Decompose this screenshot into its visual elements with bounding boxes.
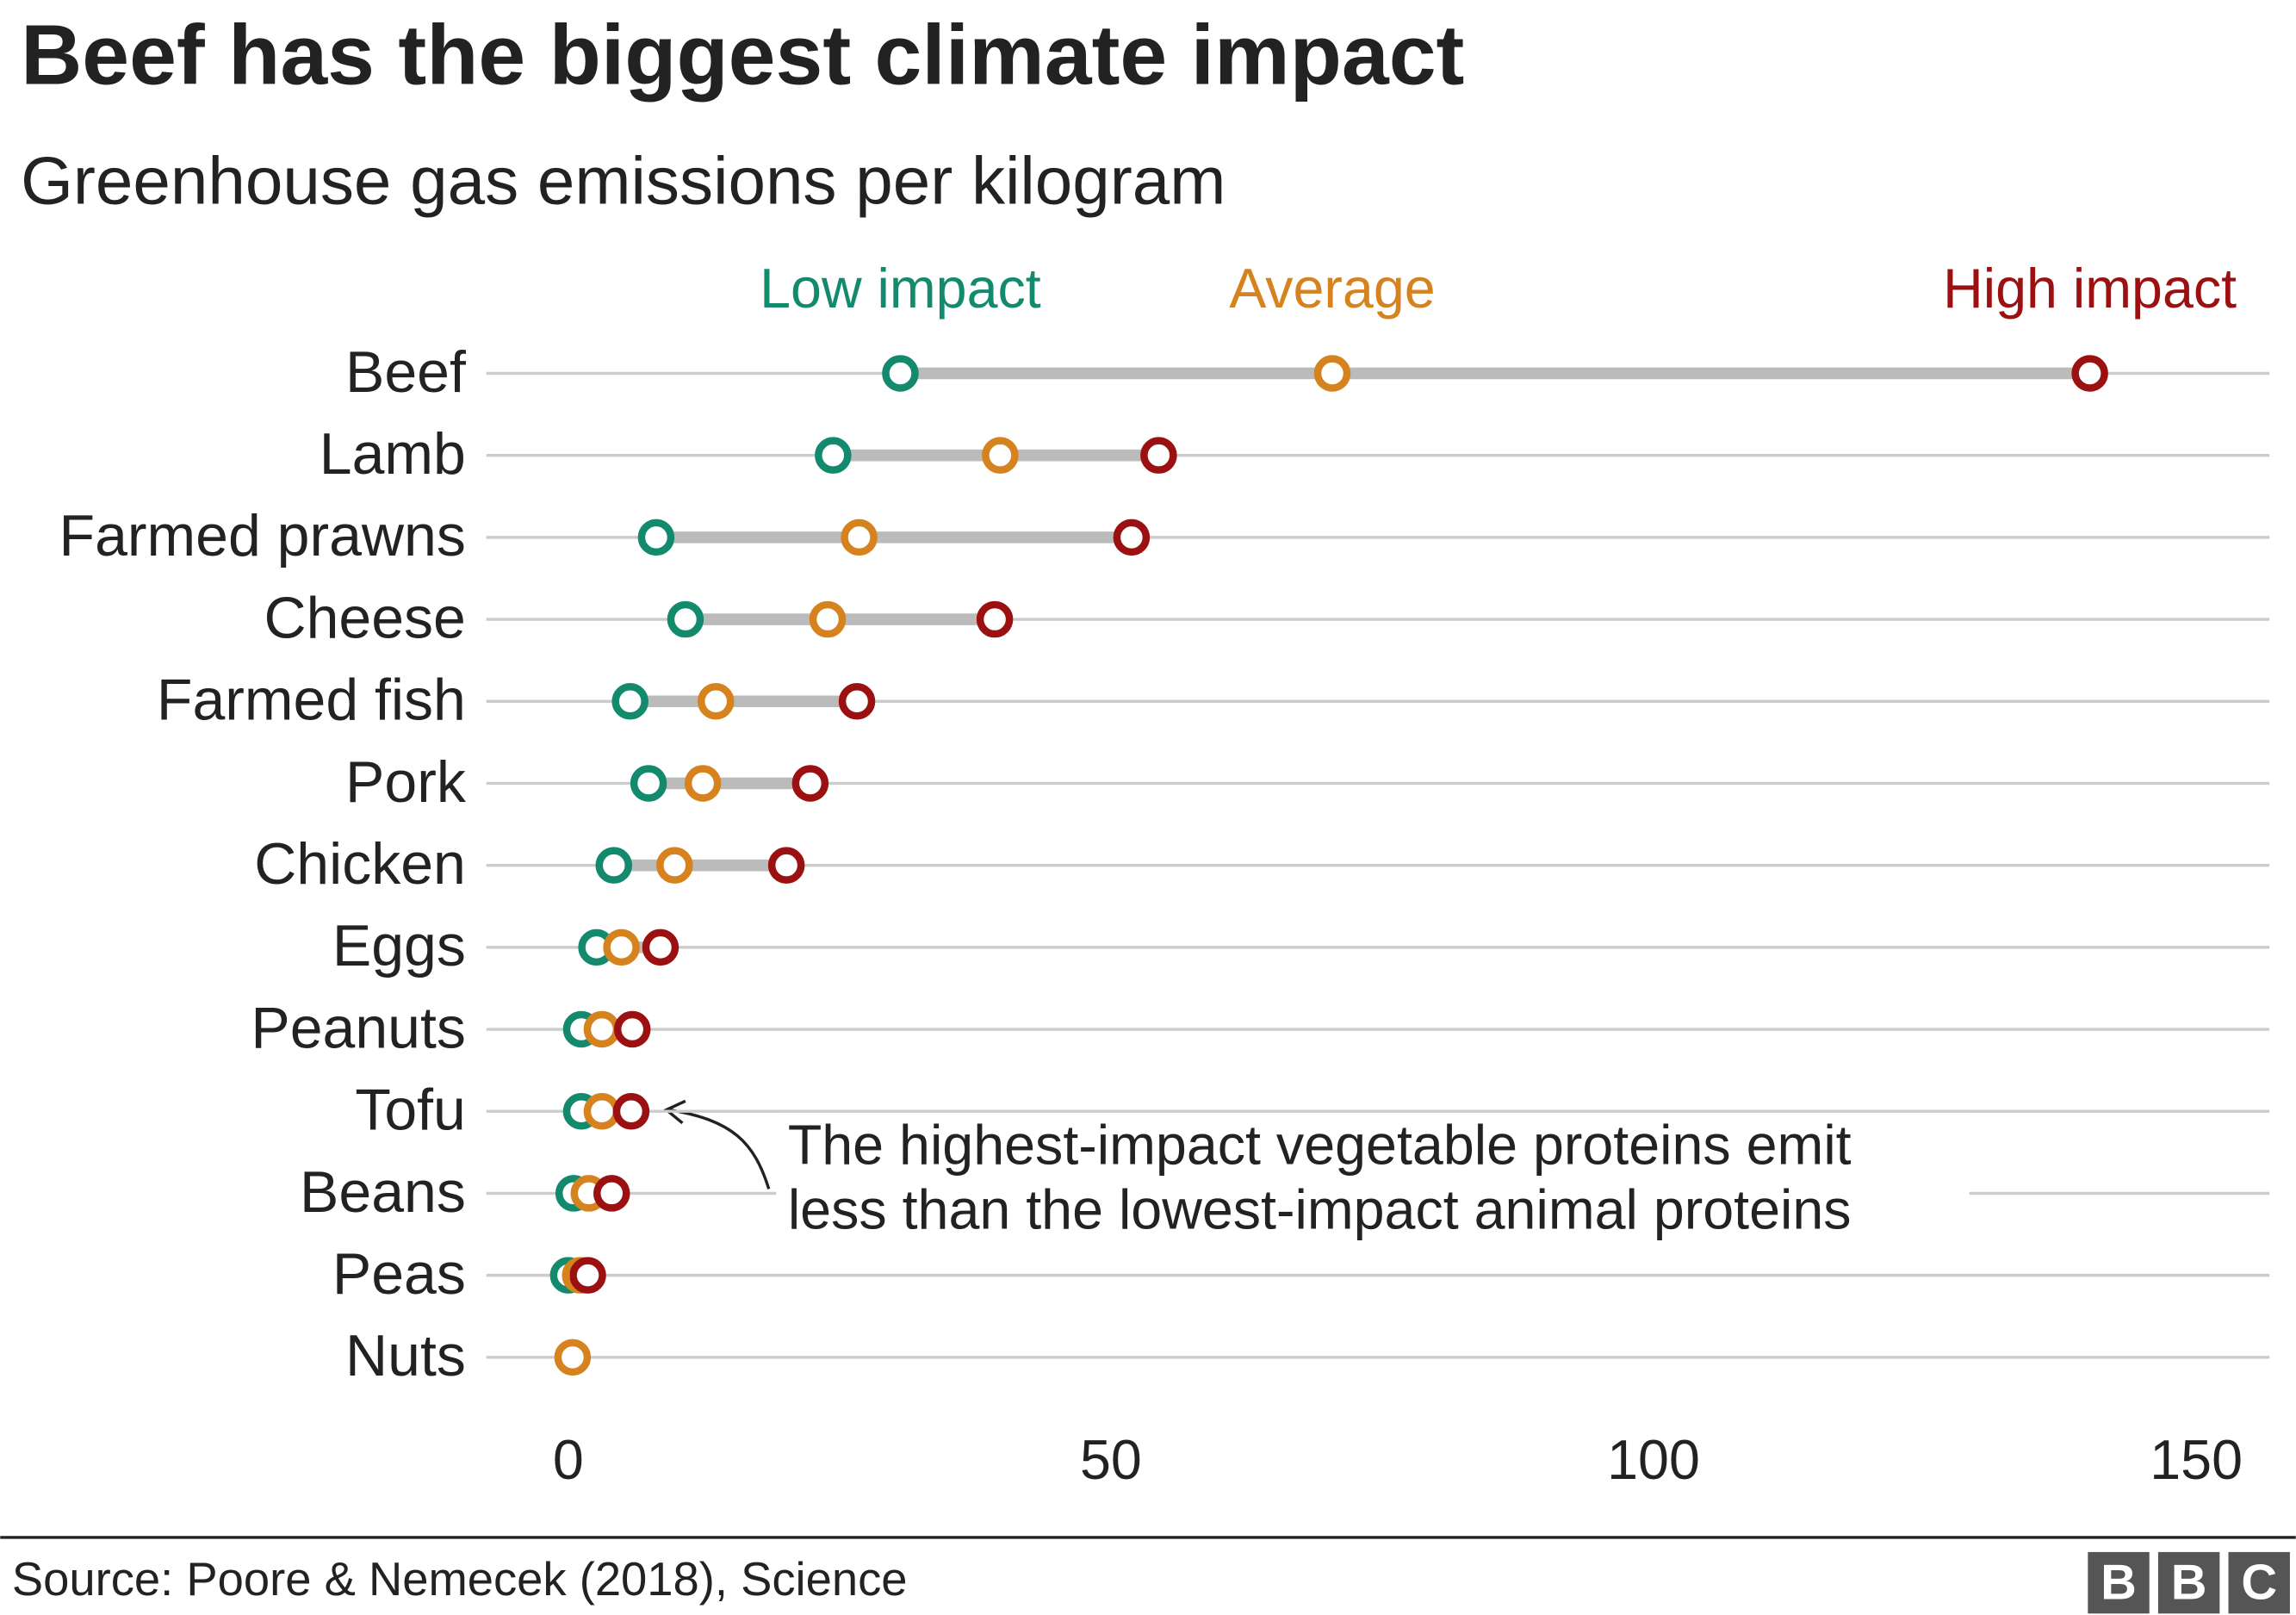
dot xyxy=(882,355,919,392)
chart-title: Beef has the biggest climate impact xyxy=(21,7,1464,102)
dot xyxy=(642,929,679,966)
y-tick-label: Nuts xyxy=(345,1323,466,1388)
annotation-bg xyxy=(776,1112,1970,1248)
dot xyxy=(976,600,1014,638)
dot xyxy=(791,765,829,802)
dot xyxy=(630,765,667,802)
y-tick-label: Farmed prawns xyxy=(59,503,466,568)
legend-label: High impact xyxy=(1943,258,2237,320)
logo-box xyxy=(2157,1551,2220,1614)
x-tick-label: 100 xyxy=(1607,1429,1700,1491)
logo-box xyxy=(2228,1551,2290,1614)
dot xyxy=(611,683,648,720)
dot xyxy=(1113,519,1151,556)
dot xyxy=(613,1010,651,1048)
dot xyxy=(982,437,1019,474)
dot xyxy=(583,1010,621,1048)
dot xyxy=(767,847,805,884)
y-tick-label: Beef xyxy=(345,339,466,405)
dot xyxy=(809,600,847,638)
dot xyxy=(569,1257,606,1294)
legend-label: Average xyxy=(1229,258,1435,320)
dot xyxy=(583,1092,621,1130)
dot xyxy=(2071,355,2108,392)
y-tick-label: Beans xyxy=(300,1159,466,1225)
dot xyxy=(637,519,675,556)
y-tick-label: Tofu xyxy=(355,1078,465,1143)
logo-letter: B xyxy=(2171,1555,2207,1610)
dot xyxy=(1140,437,1177,474)
dot xyxy=(593,1175,630,1212)
y-tick-label: Lamb xyxy=(320,421,466,487)
y-tick-label: Cheese xyxy=(264,585,466,650)
x-tick-label: 150 xyxy=(2150,1429,2243,1491)
annotation: less than the lowest-impact animal prote… xyxy=(788,1178,1852,1240)
logo-box xyxy=(2088,1551,2150,1614)
dot xyxy=(612,1092,650,1130)
dot xyxy=(841,519,878,556)
dot xyxy=(838,683,876,720)
y-tick-label: Pork xyxy=(345,749,467,815)
x-tick-label: 0 xyxy=(553,1429,584,1491)
y-tick-label: Farmed fish xyxy=(157,668,466,733)
dot xyxy=(815,437,852,474)
y-tick-label: Eggs xyxy=(332,913,466,978)
dot xyxy=(667,600,704,638)
annotation-arrow xyxy=(668,1108,771,1190)
dot xyxy=(684,765,722,802)
y-tick-label: Peanuts xyxy=(251,995,465,1060)
y-tick-label: Peas xyxy=(332,1241,466,1307)
dot xyxy=(595,847,633,884)
dot xyxy=(603,929,640,966)
legend-label: Low impact xyxy=(760,258,1041,320)
annotation: The highest-impact vegetable proteins em… xyxy=(788,1114,1852,1176)
logo-letter: B xyxy=(2101,1555,2137,1610)
source: Source: Poore & Nemecek (2018), Science xyxy=(12,1553,908,1606)
logo-letter: C xyxy=(2241,1555,2277,1610)
y-tick-label: Chicken xyxy=(254,831,466,897)
chart-subtitle: Greenhouse gas emissions per kilogram xyxy=(21,143,1226,219)
dot xyxy=(554,1339,592,1376)
dot xyxy=(1313,355,1351,392)
dot xyxy=(656,847,693,884)
x-tick-label: 50 xyxy=(1080,1429,1142,1491)
dot xyxy=(697,683,735,720)
